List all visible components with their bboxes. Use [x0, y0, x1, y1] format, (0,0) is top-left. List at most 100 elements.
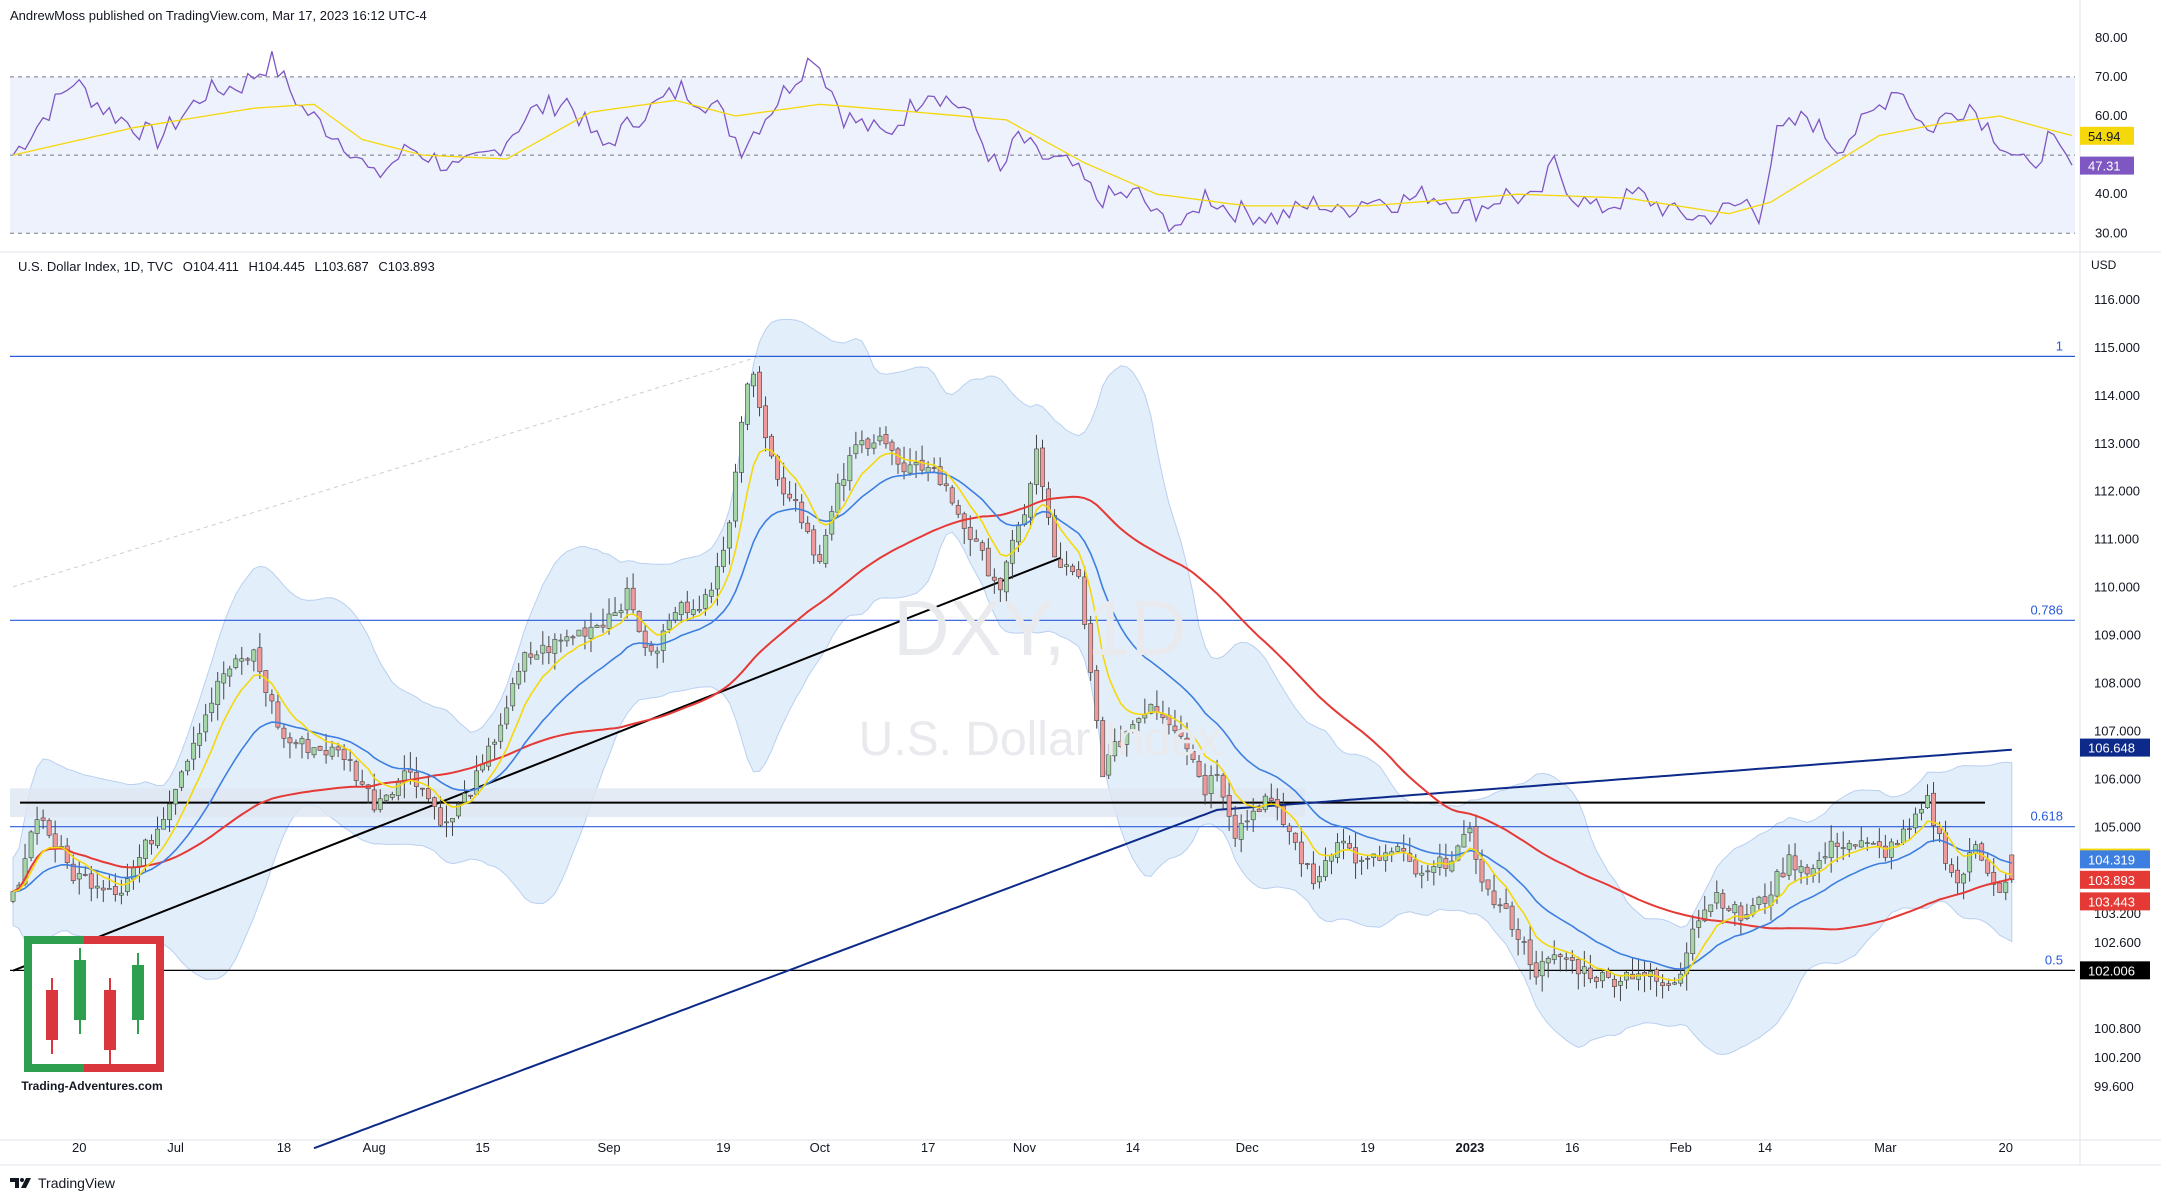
candle-up — [492, 741, 498, 745]
logo-candle — [74, 960, 86, 1020]
candle-up — [1112, 741, 1118, 757]
candle-down — [528, 653, 534, 658]
candle-down — [1666, 983, 1672, 986]
candle-up — [1672, 982, 1678, 985]
candle-down — [1533, 962, 1539, 978]
candle-down — [263, 670, 269, 693]
candle-up — [299, 738, 305, 745]
candle-down — [1834, 842, 1840, 847]
candle-up — [191, 742, 197, 760]
candle-up — [1214, 774, 1220, 776]
candle-up — [823, 534, 829, 564]
candle-up — [612, 612, 618, 616]
candle-down — [1515, 929, 1521, 940]
candle-up — [1208, 775, 1214, 794]
candle-down — [600, 624, 606, 628]
price-tick-label: 108.000 — [2094, 676, 2141, 691]
time-tick-label: 15 — [475, 1140, 489, 1155]
candle-down — [305, 739, 311, 753]
rsi-tick-label: 80.00 — [2095, 30, 2128, 45]
price-tick-label: 106.000 — [2094, 772, 2141, 787]
candle-up — [1870, 842, 1876, 845]
candle-up — [606, 613, 612, 629]
price-tick-label: 113.000 — [2094, 436, 2140, 451]
candle-down — [1569, 957, 1575, 961]
rsi-tick-label: 70.00 — [2095, 69, 2128, 84]
fib-level-label: 0.5 — [2045, 952, 2063, 967]
candle-down — [1720, 893, 1726, 909]
candle-up — [540, 644, 546, 654]
symbol-name[interactable]: U.S. Dollar Index, 1D, TVC — [18, 259, 174, 274]
candle-up — [1359, 859, 1364, 862]
candle-up — [1521, 941, 1527, 943]
candle-down — [1298, 841, 1304, 865]
candle-down — [1184, 737, 1190, 750]
candle-down — [46, 820, 52, 836]
candle-down — [546, 646, 552, 654]
candle-down — [636, 611, 642, 633]
publish-info: AndrewMoss published on TradingView.com,… — [10, 8, 427, 23]
price-tick-label: 109.000 — [2094, 628, 2141, 643]
price-badge-label: 103.443 — [2088, 894, 2135, 909]
candle-down — [955, 505, 961, 515]
tradingview-brand[interactable]: TradingView — [10, 1175, 115, 1191]
time-tick-label: Dec — [1236, 1140, 1260, 1155]
candle-down — [648, 645, 654, 652]
candle-down — [570, 636, 576, 639]
candle-down — [865, 438, 871, 449]
candle-up — [1798, 866, 1804, 873]
candle-up — [696, 609, 702, 612]
candle-up — [1244, 820, 1250, 823]
candle-down — [1563, 957, 1569, 960]
candle-up — [660, 630, 666, 651]
candle-up — [76, 873, 82, 880]
candle-down — [1190, 750, 1196, 760]
candle-up — [504, 707, 510, 725]
ohlc-close: C103.893 — [378, 259, 435, 274]
rsi-value-badge — [2080, 126, 2134, 145]
price-tick-label: 105.000 — [2094, 820, 2141, 835]
price-tick-label: 111.000 — [2094, 532, 2139, 547]
candle-up — [594, 625, 600, 628]
candle-up — [1431, 866, 1437, 873]
rsi-value-label: 47.31 — [2088, 159, 2121, 174]
candle-down — [1292, 832, 1298, 843]
candle-down — [1407, 852, 1413, 862]
candle-down — [787, 493, 793, 499]
candle-down — [371, 789, 377, 811]
candle-down — [1178, 729, 1184, 737]
candle-up — [702, 594, 708, 609]
candle-down — [1286, 825, 1292, 832]
logo-candle — [132, 965, 144, 1020]
candle-down — [937, 466, 943, 485]
candle-down — [1557, 954, 1563, 958]
candle-down — [269, 694, 275, 702]
candle-down — [1852, 844, 1858, 847]
trendline — [12, 557, 1061, 972]
candle-up — [1618, 981, 1623, 986]
candle-down — [432, 797, 437, 807]
candle-up — [1901, 828, 1906, 844]
price-tick-label: 115.000 — [2094, 340, 2140, 355]
candle-up — [1702, 909, 1708, 922]
time-tick-label: 14 — [1758, 1140, 1772, 1155]
time-tick-label: 16 — [1565, 1140, 1579, 1155]
candle-up — [221, 673, 227, 684]
candle-up — [1846, 842, 1852, 850]
symbol-legend[interactable]: U.S. Dollar Index, 1D, TVC O104.411 H104… — [18, 259, 441, 274]
candle-up — [1967, 852, 1973, 873]
time-tick-label: Mar — [1874, 1140, 1897, 1155]
candle-down — [684, 601, 690, 614]
candle-down — [335, 746, 341, 751]
candle-down — [1660, 982, 1666, 987]
tradingview-label: TradingView — [38, 1175, 116, 1191]
candle-up — [444, 821, 449, 824]
candle-down — [1882, 845, 1888, 858]
candle-down — [40, 817, 46, 821]
candle-down — [2009, 854, 2015, 881]
rsi-tick-label: 60.00 — [2095, 108, 2128, 123]
candle-down — [1232, 814, 1238, 839]
candle-up — [1624, 972, 1629, 981]
candle-down — [1593, 977, 1599, 982]
